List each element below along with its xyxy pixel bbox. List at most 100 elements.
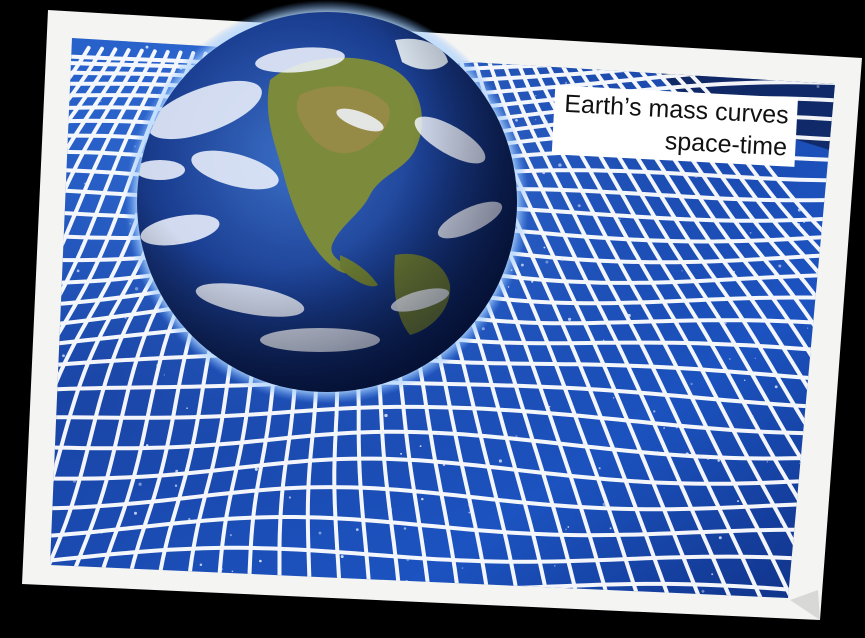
- star: [531, 280, 534, 283]
- star: [42, 587, 45, 590]
- star: [140, 446, 144, 450]
- star: [653, 410, 656, 413]
- star: [751, 415, 754, 418]
- star: [124, 316, 127, 320]
- star: [554, 565, 556, 567]
- star: [381, 431, 385, 434]
- star: [619, 218, 621, 220]
- earth-icon: [125, 0, 529, 404]
- star: [743, 379, 746, 382]
- star: [564, 81, 568, 85]
- star: [663, 427, 665, 429]
- grid-line: [50, 429, 835, 461]
- star: [406, 558, 410, 562]
- star: [175, 469, 179, 473]
- star: [602, 339, 605, 342]
- star: [797, 223, 801, 226]
- star: [111, 454, 115, 458]
- star: [134, 287, 139, 291]
- star: [275, 599, 276, 600]
- star: [403, 527, 407, 530]
- star: [543, 246, 546, 249]
- star: [545, 260, 549, 264]
- star: [749, 232, 752, 234]
- star: [822, 42, 824, 44]
- star: [764, 487, 766, 490]
- star: [538, 87, 541, 90]
- star: [748, 569, 751, 572]
- star: [104, 119, 107, 122]
- star: [256, 489, 260, 493]
- star: [398, 522, 401, 525]
- star: [766, 461, 769, 463]
- star: [580, 559, 583, 562]
- star: [607, 416, 610, 419]
- grid-line: [50, 48, 144, 598]
- grid-line: [50, 49, 170, 598]
- grid-line: [496, 46, 769, 598]
- star: [548, 405, 551, 408]
- star: [231, 570, 234, 573]
- star: [582, 442, 586, 447]
- star: [314, 432, 318, 436]
- star: [507, 408, 511, 412]
- star: [577, 204, 581, 208]
- star: [400, 452, 403, 455]
- star: [728, 357, 731, 360]
- star: [718, 536, 722, 540]
- star: [535, 95, 537, 97]
- star: [442, 463, 446, 467]
- star: [711, 573, 714, 576]
- star: [797, 208, 801, 212]
- star: [340, 555, 344, 559]
- star: [736, 500, 740, 503]
- star: [627, 313, 631, 318]
- star: [706, 457, 710, 460]
- star: [612, 397, 615, 399]
- star: [186, 407, 188, 410]
- star: [685, 452, 689, 456]
- star: [681, 270, 683, 272]
- star: [101, 532, 103, 535]
- grid-line: [509, 46, 801, 598]
- star: [138, 482, 142, 486]
- star: [62, 354, 65, 358]
- star: [175, 590, 178, 593]
- star: [534, 119, 537, 121]
- star: [704, 375, 706, 378]
- star: [542, 171, 546, 175]
- star: [774, 385, 778, 389]
- star: [520, 263, 524, 267]
- star: [115, 157, 119, 161]
- star: [95, 129, 98, 132]
- star: [461, 567, 464, 569]
- star: [558, 163, 562, 167]
- star: [527, 254, 529, 256]
- star: [598, 467, 601, 470]
- star: [384, 413, 388, 418]
- star: [816, 84, 820, 89]
- star: [568, 317, 572, 321]
- star: [544, 120, 548, 124]
- star: [690, 382, 693, 386]
- star: [717, 459, 720, 462]
- star: [163, 374, 166, 376]
- star: [560, 257, 564, 261]
- star: [567, 526, 570, 528]
- star: [803, 220, 806, 224]
- star: [602, 502, 606, 507]
- star: [156, 364, 159, 367]
- star: [145, 45, 149, 49]
- star: [818, 138, 821, 141]
- grid-line: [50, 456, 835, 486]
- star: [96, 163, 98, 165]
- star: [515, 435, 518, 438]
- star: [625, 314, 627, 317]
- star: [436, 432, 440, 436]
- star: [694, 174, 698, 178]
- star: [699, 455, 703, 458]
- star: [701, 589, 705, 593]
- photo-corner: [790, 590, 820, 620]
- star: [609, 527, 612, 530]
- star: [229, 533, 233, 537]
